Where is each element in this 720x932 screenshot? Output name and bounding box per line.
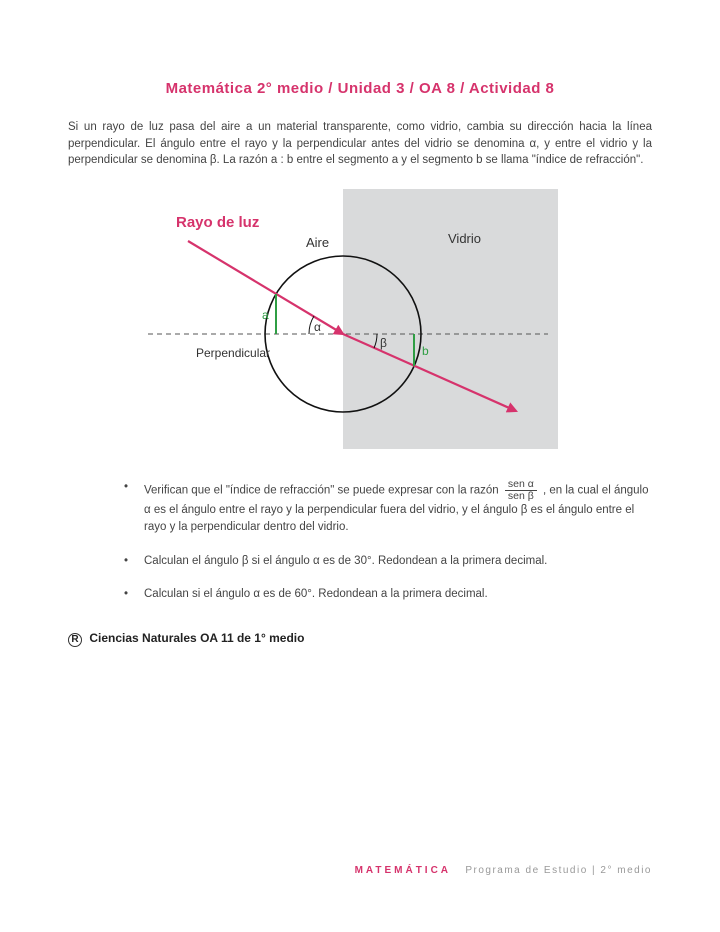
- svg-text:Aire: Aire: [306, 235, 329, 250]
- intro-paragraph: Si un rayo de luz pasa del aire a un mat…: [68, 119, 652, 169]
- svg-text:b: b: [422, 344, 429, 358]
- page-title: Matemática 2° medio / Unidad 3 / OA 8 / …: [68, 80, 652, 97]
- cross-reference: R Ciencias Naturales OA 11 de 1° medio: [68, 631, 652, 647]
- fraction-denominator: sen β: [505, 491, 537, 502]
- circled-mark-icon: R: [68, 633, 82, 647]
- svg-text:β: β: [380, 336, 387, 350]
- fraction-senα-senβ: sen α sen β: [505, 479, 537, 502]
- refraction-diagram: Rayo de luz Aire Vidrio Perpendicular a b α β: [128, 189, 558, 449]
- svg-text:Perpendicular: Perpendicular: [196, 346, 270, 360]
- task-list: Verifican que el "índice de refracción" …: [120, 479, 652, 603]
- task1-part-a: Verifican que el "índice de refracción" …: [144, 485, 502, 497]
- svg-text:α: α: [314, 320, 321, 334]
- svg-text:a: a: [262, 308, 269, 322]
- task-item-3: Calculan si el ángulo α es de 60°. Redon…: [120, 586, 652, 603]
- footer-brand: MATEMÁTICA: [355, 865, 451, 876]
- svg-text:Rayo de luz: Rayo de luz: [176, 214, 259, 231]
- task-item-1: Verifican que el "índice de refracción" …: [120, 479, 652, 537]
- task-item-2: Calculan el ángulo β si el ángulo α es d…: [120, 553, 652, 570]
- cross-reference-text: Ciencias Naturales OA 11 de 1° medio: [89, 631, 304, 645]
- page-footer: MATEMÁTICA Programa de Estudio | 2° medi…: [355, 865, 652, 876]
- svg-text:Vidrio: Vidrio: [448, 231, 481, 246]
- footer-text: Programa de Estudio | 2° medio: [465, 865, 652, 876]
